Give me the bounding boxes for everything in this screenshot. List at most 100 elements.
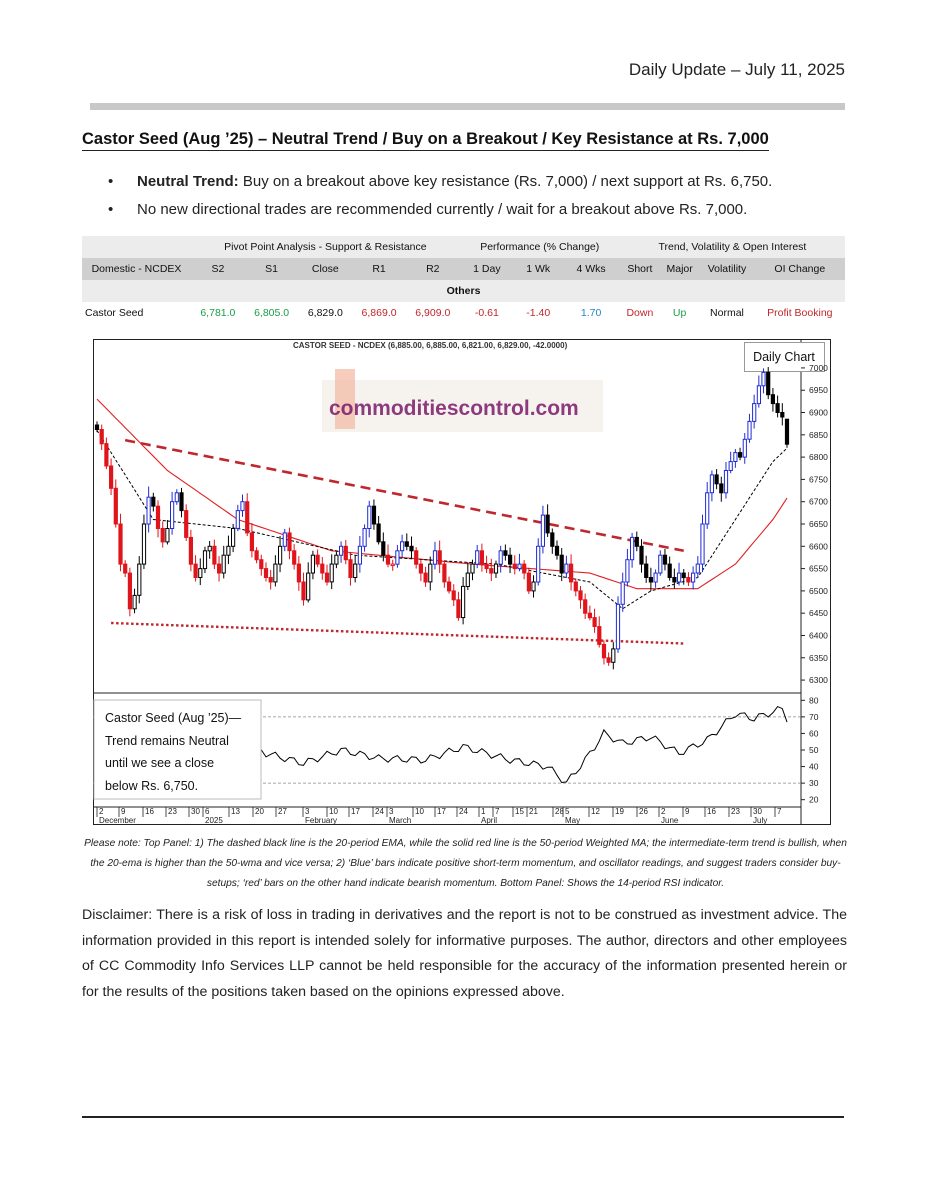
candle-body xyxy=(709,474,714,494)
candle-body xyxy=(273,563,278,583)
candle xyxy=(615,596,621,653)
candle xyxy=(780,403,785,426)
x-tick-label: 28 xyxy=(555,807,564,816)
price-tick-label: 7000 xyxy=(809,363,828,373)
candle-body xyxy=(648,577,653,583)
candle xyxy=(437,540,442,574)
candle xyxy=(775,395,780,418)
candle-body xyxy=(550,532,555,547)
candle xyxy=(428,556,433,591)
candle-body xyxy=(324,572,330,583)
rsi-tick-label: 20 xyxy=(809,795,819,805)
candle-body xyxy=(212,545,217,565)
candle-body xyxy=(113,487,118,525)
section-row: Others xyxy=(82,280,845,302)
candle-body xyxy=(207,545,212,552)
watermark-bg xyxy=(322,380,603,432)
candle-body xyxy=(784,418,790,445)
candle-body xyxy=(723,470,729,494)
chart-header: CASTOR SEED - NCDEX (6,885.00, 6,885.00,… xyxy=(293,341,568,350)
candle xyxy=(409,536,414,559)
candle-body xyxy=(742,438,747,458)
candle xyxy=(578,585,583,609)
x-tick-label: 20 xyxy=(255,807,264,816)
candle-body xyxy=(653,572,658,583)
col-header: Volatility xyxy=(699,258,755,280)
candle-body xyxy=(151,496,156,507)
candle-body xyxy=(231,528,236,547)
candle-body xyxy=(554,545,560,556)
price-y-axis: 6300 6350 6400 6450 6500 6550 6600 6650 6700 6750… xyxy=(801,363,828,685)
candle-body xyxy=(99,429,104,445)
candle-body xyxy=(296,563,302,583)
annotation-frame xyxy=(93,699,262,800)
candle-body xyxy=(625,559,630,583)
candle-body xyxy=(531,581,536,592)
price-tick-label: 6300 xyxy=(809,675,828,685)
x-month-label: May xyxy=(565,816,580,825)
candle xyxy=(545,504,550,537)
candle xyxy=(315,549,320,568)
candle xyxy=(470,559,475,581)
x-tick-label: 23 xyxy=(731,807,740,816)
candle xyxy=(371,499,377,530)
header-divider xyxy=(90,103,845,110)
section-label: Others xyxy=(82,280,845,302)
candle xyxy=(564,555,569,578)
candle xyxy=(540,505,545,554)
rsi-tick-label: 80 xyxy=(809,695,819,705)
candle xyxy=(747,413,752,443)
price-tick-label: 6700 xyxy=(809,497,828,507)
candle xyxy=(353,555,358,583)
candle xyxy=(526,567,531,595)
x-tick-label: 17 xyxy=(437,807,446,816)
candle-body xyxy=(217,563,222,574)
candle-body xyxy=(254,550,259,561)
candle xyxy=(522,560,527,580)
candle-body xyxy=(315,554,320,565)
candle xyxy=(606,652,611,666)
pivot-table: Pivot Point Analysis - Support & Resista… xyxy=(82,236,845,324)
candle xyxy=(320,557,325,580)
candle xyxy=(207,540,212,559)
candle-body xyxy=(770,394,775,405)
candle-body xyxy=(404,541,409,547)
candle-body xyxy=(306,572,311,601)
candle-body xyxy=(536,545,541,583)
cell-1wk: -1.40 xyxy=(526,307,551,319)
candle-body xyxy=(282,532,287,547)
candle xyxy=(658,550,663,576)
candle xyxy=(343,540,348,565)
candle-body xyxy=(170,501,175,529)
candle-body xyxy=(601,643,607,659)
candle-body xyxy=(376,523,381,543)
candle xyxy=(479,543,484,572)
x-tick-label: 7 xyxy=(495,807,500,816)
candle-body xyxy=(677,572,682,583)
daily-chart-label-box: Daily Chart xyxy=(744,342,825,372)
cell-r1: 6,869.0 xyxy=(361,307,397,319)
trendlines xyxy=(111,438,684,645)
report-title: Castor Seed (Aug ’25) – Neutral Trend / … xyxy=(82,130,769,151)
annotation-line: below Rs. 6,750. xyxy=(105,779,198,793)
candle-body xyxy=(545,514,550,534)
candle xyxy=(498,545,503,573)
rsi-tick-label: 30 xyxy=(809,778,819,788)
candle-body xyxy=(155,505,161,529)
candle xyxy=(733,449,738,468)
candle-body xyxy=(428,563,433,583)
candle xyxy=(573,578,578,597)
candle xyxy=(146,486,151,533)
candle-body xyxy=(104,443,109,467)
col-header: OI Change xyxy=(754,258,845,280)
x-tick-label: 30 xyxy=(753,807,762,816)
candle xyxy=(259,554,264,576)
bullet-dot: • xyxy=(108,173,114,190)
candle xyxy=(723,462,729,499)
candle xyxy=(531,575,536,598)
candle xyxy=(418,559,423,582)
group-header-pivot: Pivot Point Analysis - Support & Resista… xyxy=(191,236,460,258)
col-header: S2 xyxy=(191,258,245,280)
candle xyxy=(625,548,630,587)
candle-body xyxy=(339,545,344,556)
